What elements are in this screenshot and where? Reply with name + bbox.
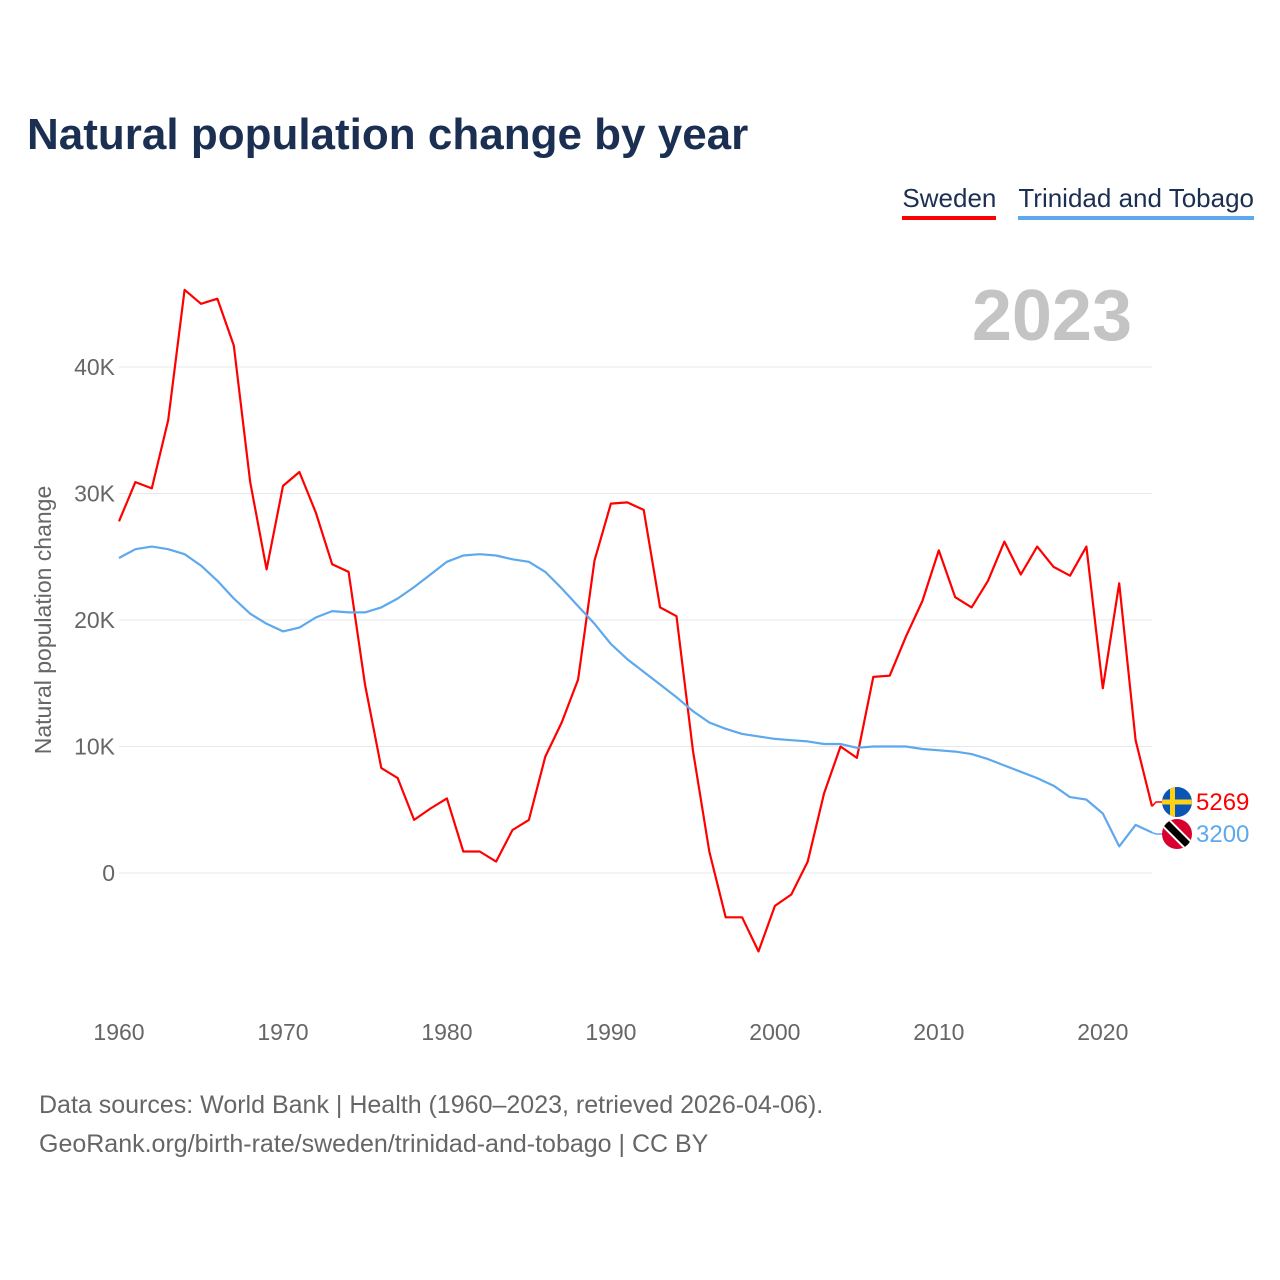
year-label: 2023 bbox=[972, 276, 1132, 356]
end-connector bbox=[1151, 801, 1164, 807]
y-tick-label: 30K bbox=[74, 481, 116, 507]
source-url-text[interactable]: GeoRank.org/birth-rate/sweden/trinidad-a… bbox=[39, 1130, 709, 1158]
series-line-sweden bbox=[117, 288, 1154, 953]
x-tick-label: 1990 bbox=[585, 1019, 636, 1045]
x-tick-label: 2010 bbox=[913, 1019, 964, 1045]
legend-item-sweden[interactable]: Sweden bbox=[902, 183, 997, 220]
x-tick-label: 1980 bbox=[421, 1019, 472, 1045]
end-value-label: 5269 bbox=[1196, 789, 1249, 816]
series-line-trinidad-and-tobago bbox=[118, 545, 1153, 848]
y-tick-label: 0 bbox=[102, 860, 115, 886]
x-tick-label: 2020 bbox=[1077, 1019, 1128, 1045]
y-tick-label: 40K bbox=[74, 354, 116, 380]
end-value-label: 3200 bbox=[1196, 821, 1249, 848]
data-source-text: Data sources: World Bank | Health (1960–… bbox=[39, 1091, 824, 1119]
y-axis-label: Natural population change bbox=[30, 486, 56, 755]
legend: Sweden Trinidad and Tobago bbox=[902, 183, 1254, 220]
trinidad-and-tobago-flag-icon bbox=[1162, 819, 1192, 849]
x-tick-label: 1960 bbox=[93, 1019, 144, 1045]
legend-item-trinidad-and-tobago[interactable]: Trinidad and Tobago bbox=[1018, 183, 1254, 220]
footer: Data sources: World Bank | Health (1960–… bbox=[39, 1086, 823, 1164]
y-tick-label: 20K bbox=[74, 607, 116, 633]
end-connector bbox=[1151, 831, 1164, 835]
x-tick-label: 1970 bbox=[257, 1019, 308, 1045]
chart-title: Natural population change by year bbox=[27, 110, 749, 159]
y-tick-label: 10K bbox=[74, 734, 116, 760]
x-tick-label: 2000 bbox=[749, 1019, 800, 1045]
sweden-flag-icon bbox=[1162, 787, 1192, 817]
